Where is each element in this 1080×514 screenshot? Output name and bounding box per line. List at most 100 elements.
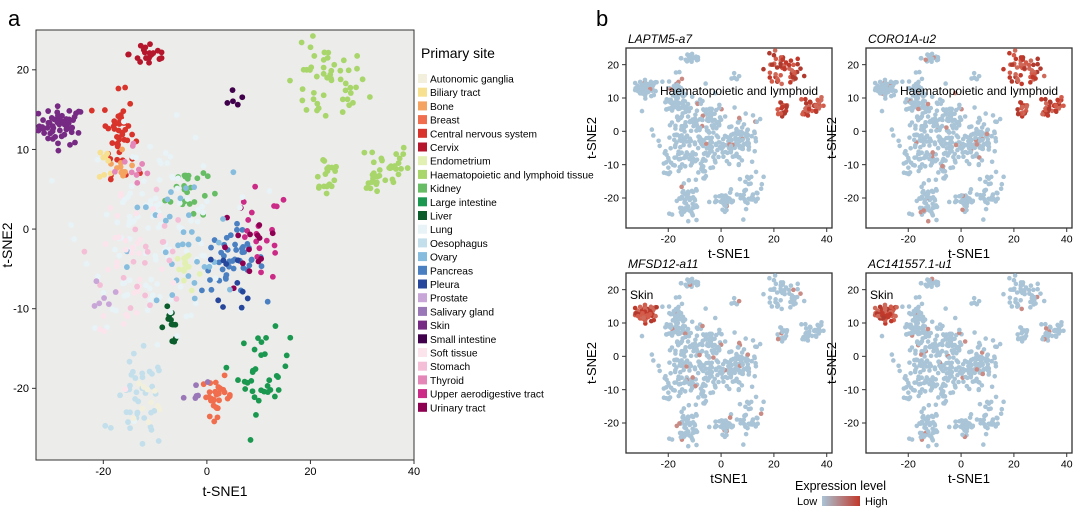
data-point [795,286,800,292]
data-point [970,154,976,159]
data-point [953,194,958,199]
data-point [651,358,656,363]
data-point [240,199,247,205]
data-point [745,200,750,206]
data-point [142,204,149,211]
data-point [758,186,764,192]
data-point [222,244,228,251]
data-point [980,131,986,136]
data-point [389,164,396,171]
data-point [715,372,720,378]
data-point [649,352,655,357]
data-point [748,181,753,186]
data-point [911,308,917,314]
data-point [188,229,195,235]
data-point [696,395,701,400]
data-point [676,100,682,106]
data-point [953,142,959,148]
data-point [722,339,728,344]
legend-swatch [418,115,427,125]
data-point [679,162,685,167]
data-point [767,50,772,56]
data-point [711,355,716,360]
data-point [683,153,688,158]
panel-b-scatters: LAPTM5-a7-20 0 20 40-20-1001020t-SNE1t-SNE2… [584,32,1073,486]
data-point [990,113,996,118]
data-point [1043,321,1048,327]
data-point [215,297,222,304]
data-point [685,114,691,119]
data-point [682,347,688,353]
data-point [674,340,680,345]
data-point [679,409,684,415]
data-point [908,100,914,106]
data-point [988,181,993,186]
data-point [698,116,704,122]
data-point [984,131,990,137]
data-point [990,338,996,343]
data-point [921,406,927,411]
data-point [803,101,809,106]
data-point [689,188,695,194]
data-point [938,116,944,122]
data-point [675,320,681,326]
data-point [1009,304,1015,309]
data-point [923,282,929,288]
legend-swatch [418,348,427,357]
data-point [744,131,750,137]
data-point [1018,73,1023,78]
data-point [967,415,973,420]
data-point [983,431,989,437]
x-axis-label: t-SNE1 [948,471,990,486]
data-point [128,183,135,190]
data-point [773,72,778,77]
data-point [1053,333,1059,338]
data-point [746,372,752,377]
data-point [1001,291,1006,297]
data-point [142,292,149,299]
data-point [1046,106,1052,112]
data-point [129,249,135,256]
data-point [309,33,316,39]
data-point [773,281,779,287]
data-point [901,161,907,166]
legend-swatch [418,306,427,316]
data-point [127,425,133,432]
data-point [913,357,919,362]
data-point [960,366,966,372]
data-point [929,209,934,215]
data-point [170,175,176,181]
data-point [937,138,943,144]
data-point [921,318,926,323]
data-point [690,150,696,155]
data-point [743,336,748,341]
data-point [668,311,674,317]
data-point [773,297,778,302]
data-point [323,190,330,197]
data-point [234,220,240,227]
data-point [220,304,226,310]
data-point [720,432,725,438]
data-point [993,424,999,429]
data-point [1022,66,1027,71]
data-point [1039,97,1044,102]
data-point [731,70,737,76]
data-point [146,59,152,66]
data-point [923,359,929,365]
data-point [730,154,736,159]
data-point [711,130,716,135]
data-point [791,287,796,293]
data-point [960,141,966,147]
data-point [165,316,172,322]
data-point [694,282,700,288]
data-point [122,237,129,244]
legend-swatch [418,361,427,371]
data-point [632,305,638,311]
data-point [714,350,719,356]
data-point [728,357,734,363]
data-point [690,201,695,207]
data-point [234,226,240,233]
data-point [708,116,714,122]
data-point [666,396,672,402]
y-tick-label: -20 [13,383,29,395]
